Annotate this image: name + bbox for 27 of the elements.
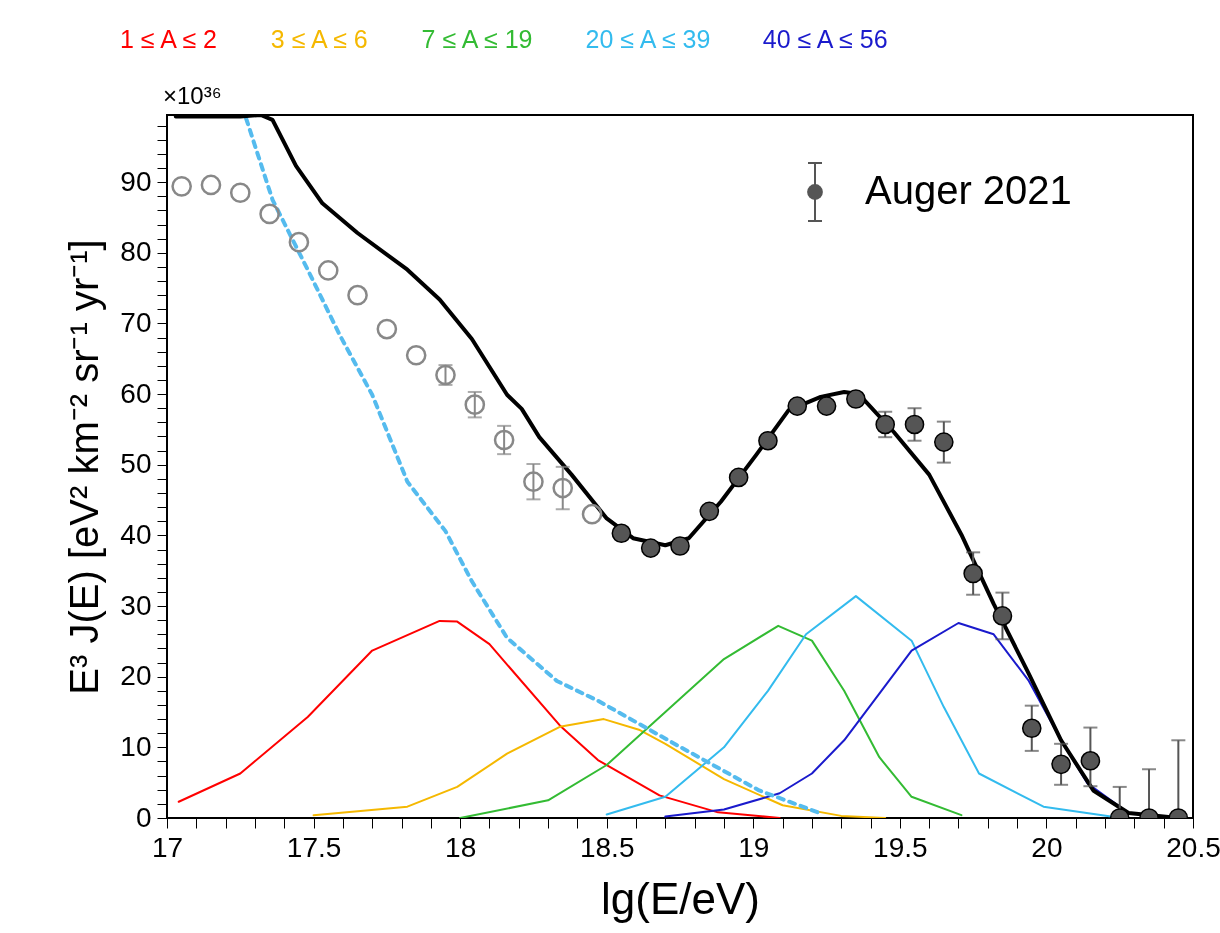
text: 20 ≤ A ≤ 39 (585, 25, 711, 53)
y-tick-label: 20 (120, 660, 152, 692)
x-tick-label: 17 (151, 831, 184, 863)
x-tick-label: 20.5 (1166, 831, 1220, 863)
x-axis-title: lg(E/eV) (601, 873, 760, 923)
x-tick-label: 18 (445, 831, 477, 863)
y-tick-label: 40 (120, 518, 152, 550)
x-tick-label: 19.5 (873, 831, 928, 863)
text: 1 ≤ A ≤ 2 (120, 25, 217, 53)
y-tick-label: 0 (135, 801, 152, 833)
legend-label: Auger 2021 (865, 168, 1072, 212)
text: 7 ≤ A ≤ 19 (421, 25, 533, 53)
y-tick-label: 90 (120, 165, 152, 197)
y-tick-label: 70 (120, 306, 152, 338)
y-tick-label: 60 (120, 377, 152, 409)
y-tick-label: 30 (120, 589, 152, 621)
text: 40 ≤ A ≤ 56 (762, 25, 888, 53)
y-tick-label: 80 (120, 236, 152, 268)
text: ×10³⁶ (163, 82, 222, 109)
x-tick-label: 19 (738, 831, 770, 863)
y-tick-label: 50 (120, 448, 152, 480)
x-tick-label: 20 (1031, 831, 1063, 863)
x-tick-label: 17.5 (286, 831, 342, 863)
text: 3 ≤ A ≤ 6 (270, 25, 368, 53)
y-axis-title: E³ J(E) [eV² km⁻² sr⁻¹ yr⁻¹] (62, 239, 107, 695)
x-tick-label: 18.5 (579, 831, 635, 863)
y-tick-label: 10 (120, 730, 152, 762)
